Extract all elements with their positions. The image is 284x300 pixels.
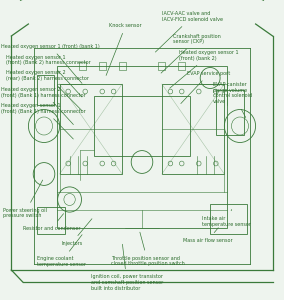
Bar: [178, 62, 185, 70]
Text: Power steering oil
pressure switch: Power steering oil pressure switch: [3, 180, 47, 218]
Text: EVAP canister
purge volume
control solenoid
valve: EVAP canister purge volume control solen…: [213, 82, 252, 118]
Text: Intake air
temperature sensor: Intake air temperature sensor: [202, 209, 251, 227]
Text: Engine coolant
temperature sensor: Engine coolant temperature sensor: [37, 235, 86, 267]
Bar: [158, 62, 165, 70]
Text: Ignition coil, power transistor
and camshaft position sensor
built into distribu: Ignition coil, power transistor and cams…: [91, 244, 163, 291]
Bar: [99, 62, 106, 70]
Bar: [79, 62, 86, 70]
Bar: [60, 84, 122, 174]
Text: Crankshaft position
sensor (CKP): Crankshaft position sensor (CKP): [161, 34, 221, 73]
Bar: [119, 62, 126, 70]
Text: Resistor and condenser: Resistor and condenser: [23, 214, 80, 231]
Text: Throttle position sensor and
closed throttle position switch: Throttle position sensor and closed thro…: [111, 232, 185, 266]
Bar: [57, 66, 227, 228]
Text: Injectors: Injectors: [61, 219, 92, 245]
Bar: [37, 75, 54, 105]
Text: Heated oxygen sensor 1 (front) (bank 1): Heated oxygen sensor 1 (front) (bank 1): [1, 44, 100, 83]
Text: Heated oxygen sensor 1
(front) (Bank 1) harness connector: Heated oxygen sensor 1 (front) (Bank 1) …: [1, 103, 86, 139]
Bar: [162, 84, 224, 174]
Text: Mass air flow sensor: Mass air flow sensor: [183, 228, 233, 242]
Text: IACV-AAC valve and
IACV-FICD solenoid valve: IACV-AAC valve and IACV-FICD solenoid va…: [155, 11, 223, 52]
Text: Heated oxygen sensor 1
(front) (bank 2): Heated oxygen sensor 1 (front) (bank 2): [170, 50, 239, 88]
Bar: [94, 96, 190, 156]
Text: EVAP service port: EVAP service port: [181, 71, 231, 104]
Text: Heated oxygen sensor 1
(front) (Bank 2) harness connector: Heated oxygen sensor 1 (front) (Bank 2) …: [6, 55, 90, 97]
Text: Heated oxygen sensor 2
(rear) (Bank 2) harness connector: Heated oxygen sensor 2 (rear) (Bank 2) h…: [6, 70, 89, 110]
Text: Knock sensor: Knock sensor: [106, 23, 142, 75]
Bar: [216, 90, 244, 135]
Bar: [37, 207, 65, 234]
Text: Heated oxygen sensor 2
(front) (Bank 1) harness connector: Heated oxygen sensor 2 (front) (Bank 1) …: [1, 87, 86, 124]
Bar: [210, 204, 247, 234]
